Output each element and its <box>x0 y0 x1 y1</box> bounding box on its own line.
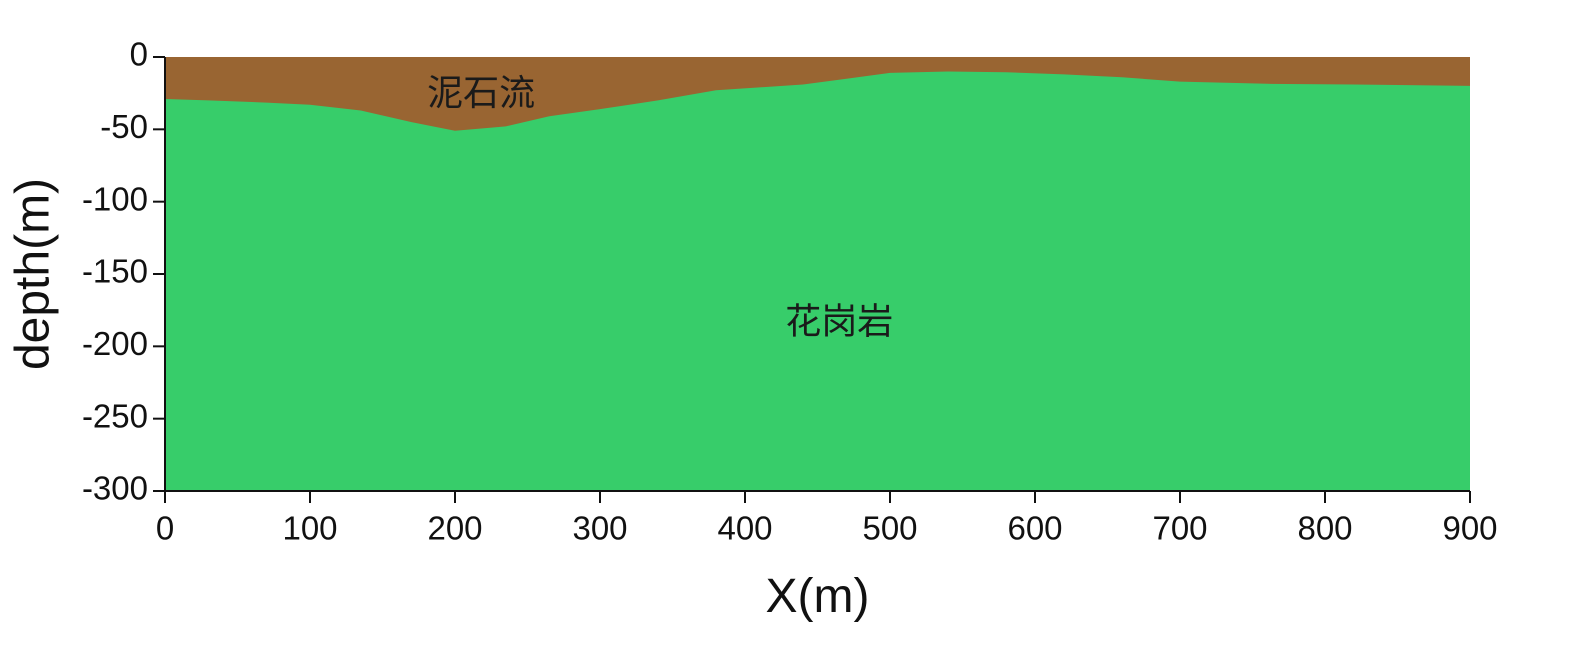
plot-area <box>165 57 1470 491</box>
y-tick-label: -100 <box>82 180 148 217</box>
y-axis-title: depth(m) <box>7 178 60 370</box>
y-tick-label: -300 <box>82 470 148 507</box>
x-tick-label: 100 <box>282 510 337 547</box>
y-tick-label: -50 <box>100 108 148 145</box>
x-tick-label: 400 <box>717 510 772 547</box>
y-tick-label: -200 <box>82 325 148 362</box>
x-tick-label: 800 <box>1297 510 1352 547</box>
x-tick-label: 200 <box>427 510 482 547</box>
x-tick-label: 0 <box>156 510 174 547</box>
layer-granite <box>165 71 1470 491</box>
x-tick-label: 300 <box>572 510 627 547</box>
x-tick-label: 500 <box>862 510 917 547</box>
y-tick-label: 0 <box>130 36 148 73</box>
label-debris-flow: 泥石流 <box>427 73 535 114</box>
x-tick-label: 900 <box>1442 510 1497 547</box>
y-tick-label: -150 <box>82 253 148 290</box>
x-tick-label: 700 <box>1152 510 1207 547</box>
y-tick-label: -250 <box>82 397 148 434</box>
x-axis-title: X(m) <box>766 570 870 623</box>
x-tick-label: 600 <box>1007 510 1062 547</box>
label-granite: 花岗岩 <box>785 302 893 343</box>
